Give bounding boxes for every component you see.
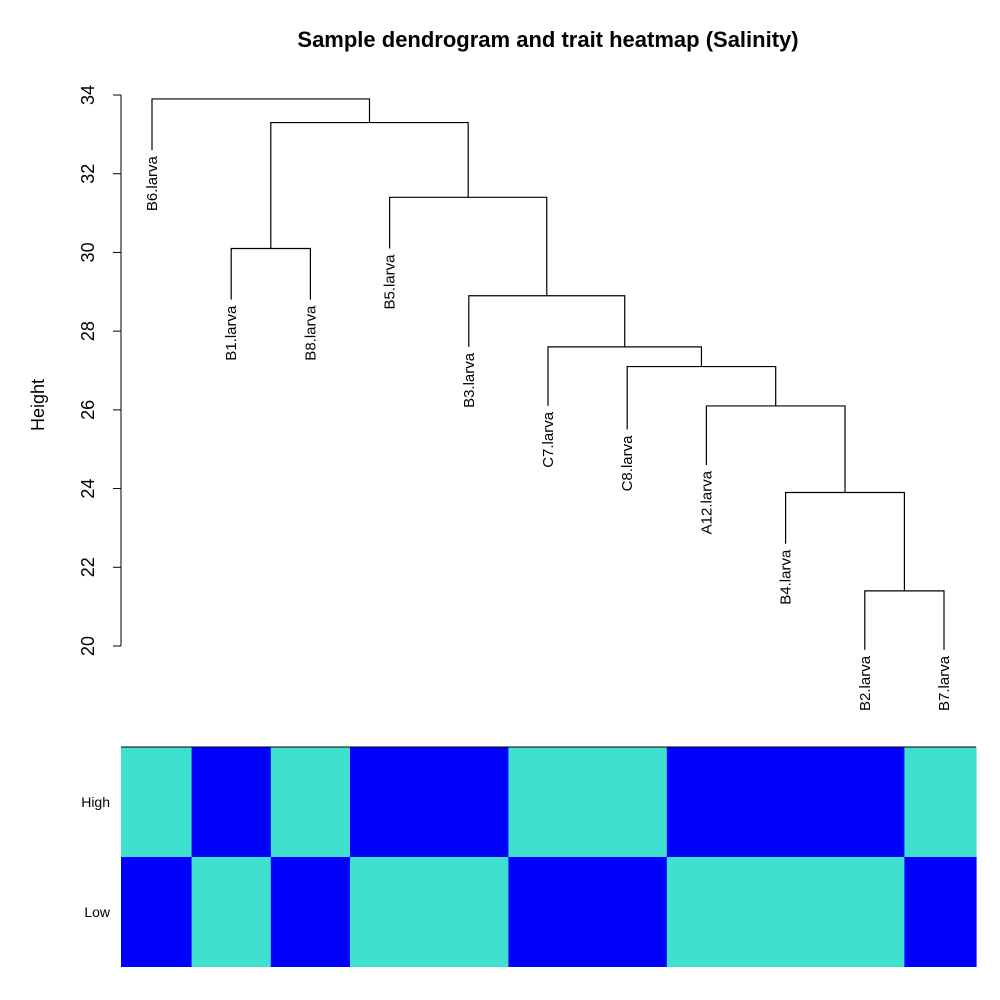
heatmap-cell [508,747,589,858]
dendrogram [151,98,945,650]
leaf-label: B5.larva [382,254,399,310]
leaf-label: B4.larva [778,549,795,605]
dendrogram-link [151,98,371,151]
leaf-label: B3.larva [461,352,478,408]
heatmap-cell [429,857,509,967]
dendrogram-link [864,590,945,650]
y-tick-label: 32 [78,164,98,184]
y-axis-label: Height [28,379,48,431]
dendrogram-link [705,405,846,493]
heatmap-cell [746,747,826,858]
dendrogram-link [547,346,703,406]
heatmap-cell [825,747,905,858]
dendrogram-link [626,365,777,430]
heatmap-cell [191,857,272,967]
leaf-label: A12.larva [698,470,715,534]
trait-heatmap [121,746,977,967]
heatmap-cell [350,747,430,858]
heatmap-cell [746,857,826,967]
y-tick-label: 28 [78,321,98,341]
heatmap-cell [825,857,905,967]
leaf-label: C7.larva [540,411,557,468]
heatmap-cell [270,747,351,858]
heatmap-cell [508,857,589,967]
heatmap-cell [350,857,430,967]
leaf-label: B7.larva [936,655,953,711]
dendrogram-link [468,295,626,347]
leaf-label: B1.larva [223,305,240,361]
heatmap-cell [904,857,977,967]
heatmap-cell [191,747,272,858]
heatmap-cell [587,857,668,967]
y-tick-label: 24 [78,479,98,499]
leaf-label: B2.larva [857,655,874,711]
leaf-label: C8.larva [619,435,636,492]
heatmap-cell [666,747,747,858]
heatmap-cell [904,747,977,858]
heatmap-cell [121,747,193,858]
y-tick-label: 20 [78,636,98,656]
y-tick-label: 26 [78,400,98,420]
y-tick-label: 30 [78,242,98,262]
heatmap-cell [270,857,351,967]
dendrogram-link [785,491,905,591]
chart-title: Sample dendrogram and trait heatmap (Sal… [297,27,798,52]
heatmap-row-labels: High Low [81,794,111,920]
dendrogram-link [389,196,548,296]
heatmap-row-label: Low [84,904,111,920]
leaf-label: B6.larva [144,155,161,211]
leaf-label: B8.larva [302,305,319,361]
heatmap-cell [121,857,193,967]
heatmap-cell [587,747,668,858]
dendrogram-link [230,247,311,300]
dendrogram-link [270,121,469,249]
leaf-labels: B6.larva B1.larva B8.larva B5.larva B3.larva… [144,155,953,711]
heatmap-row-label: High [81,794,110,810]
heatmap-cell [429,747,509,858]
heatmap-cell [666,857,747,967]
y-tick-label: 22 [78,557,98,577]
y-tick-label: 34 [78,85,98,105]
y-axis: 20 22 24 26 28 30 32 34 [78,85,122,656]
